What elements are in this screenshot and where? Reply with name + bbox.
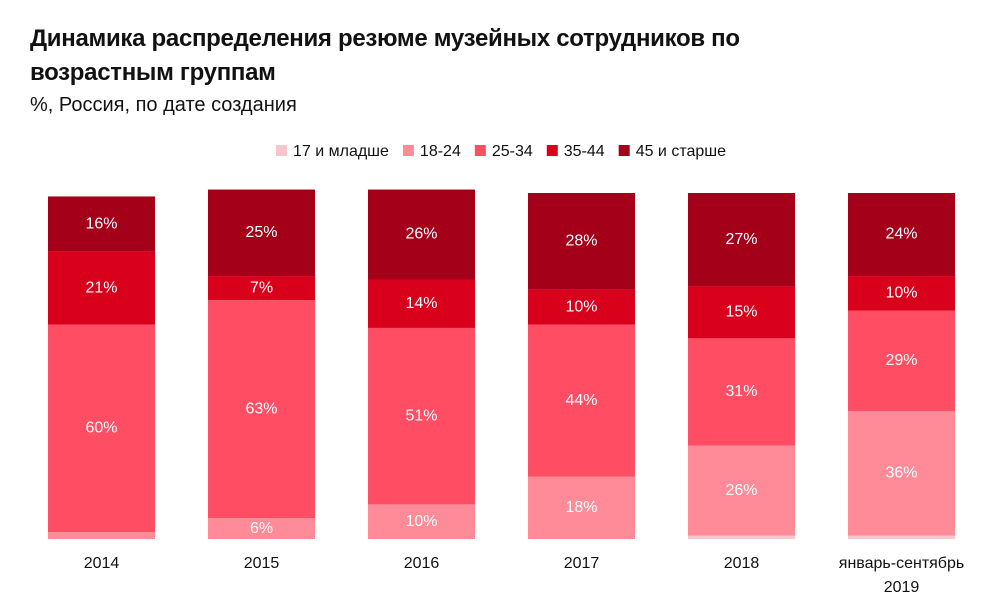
data-label: 26% <box>725 482 757 499</box>
bar-segment <box>48 251 155 325</box>
bar-segment <box>688 193 795 287</box>
data-label: 6% <box>250 520 273 537</box>
data-label: 36% <box>885 464 917 481</box>
bar-segment <box>208 300 315 519</box>
chart-title: Динамика распределения резюме музейных с… <box>30 25 740 86</box>
x-tick-label: 2014 <box>83 555 120 572</box>
legend-swatch <box>618 145 630 156</box>
x-tick-label: январь-сентябрь 2019 <box>838 555 965 596</box>
x-tick-label: 2015 <box>243 555 280 572</box>
legend-label: 25-34 <box>492 143 533 160</box>
data-label: 10% <box>405 513 437 530</box>
bar-segment <box>848 193 955 277</box>
legend-label: 18-24 <box>420 143 461 160</box>
bar-segment <box>848 310 955 411</box>
legend-label: 45 и старше <box>636 143 726 160</box>
legend-label: 35-44 <box>564 143 605 160</box>
legend-swatch <box>402 145 414 156</box>
bar-segment <box>368 504 475 539</box>
data-label: 14% <box>405 295 437 312</box>
data-label: 15% <box>725 304 757 321</box>
data-label: 10% <box>565 298 597 315</box>
bar-segment <box>688 535 795 539</box>
x-tick-label: 2018 <box>723 555 760 572</box>
bar-segment <box>528 193 635 290</box>
bar-segment <box>48 324 155 533</box>
data-label: 44% <box>565 392 597 409</box>
data-label: 63% <box>245 400 277 417</box>
bar-segment <box>848 410 955 536</box>
bar-segment <box>688 286 795 339</box>
data-label: 7% <box>250 279 273 296</box>
bar-segment <box>688 338 795 446</box>
data-label: 24% <box>885 226 917 243</box>
bar-segment <box>368 189 475 280</box>
bar-segment <box>528 476 635 539</box>
data-label: 25% <box>245 224 277 241</box>
data-label: 18% <box>565 499 597 516</box>
bar-segment <box>48 196 155 252</box>
bar-segment <box>208 189 315 277</box>
bar-segment <box>528 289 635 325</box>
bar-segment <box>208 518 315 539</box>
bar-segment <box>48 532 155 539</box>
legend-swatch <box>546 145 558 156</box>
legend-swatch <box>474 145 486 156</box>
legend-label: 17 и младше <box>293 143 389 160</box>
data-label: 26% <box>405 226 437 243</box>
data-label: 51% <box>405 407 437 424</box>
bar-segment <box>368 327 475 505</box>
legend-swatch <box>275 145 287 156</box>
bar-segment <box>528 324 635 477</box>
data-label: 31% <box>725 383 757 400</box>
bar-segment <box>688 445 795 536</box>
x-tick-label: 2016 <box>403 555 440 572</box>
bar-segment <box>848 276 955 311</box>
data-label: 28% <box>565 233 597 250</box>
data-label: 10% <box>885 285 917 302</box>
chart-subtitle: %, Россия, по дате создания <box>30 94 297 116</box>
bar-segment <box>848 535 955 539</box>
x-tick-label: 2017 <box>563 555 600 572</box>
data-label: 60% <box>85 419 117 436</box>
bar-segment <box>208 276 315 301</box>
data-label: 21% <box>85 279 117 296</box>
data-label: 29% <box>885 352 917 369</box>
bar-segment <box>368 279 475 328</box>
data-label: 27% <box>725 231 757 248</box>
data-label: 16% <box>85 215 117 232</box>
